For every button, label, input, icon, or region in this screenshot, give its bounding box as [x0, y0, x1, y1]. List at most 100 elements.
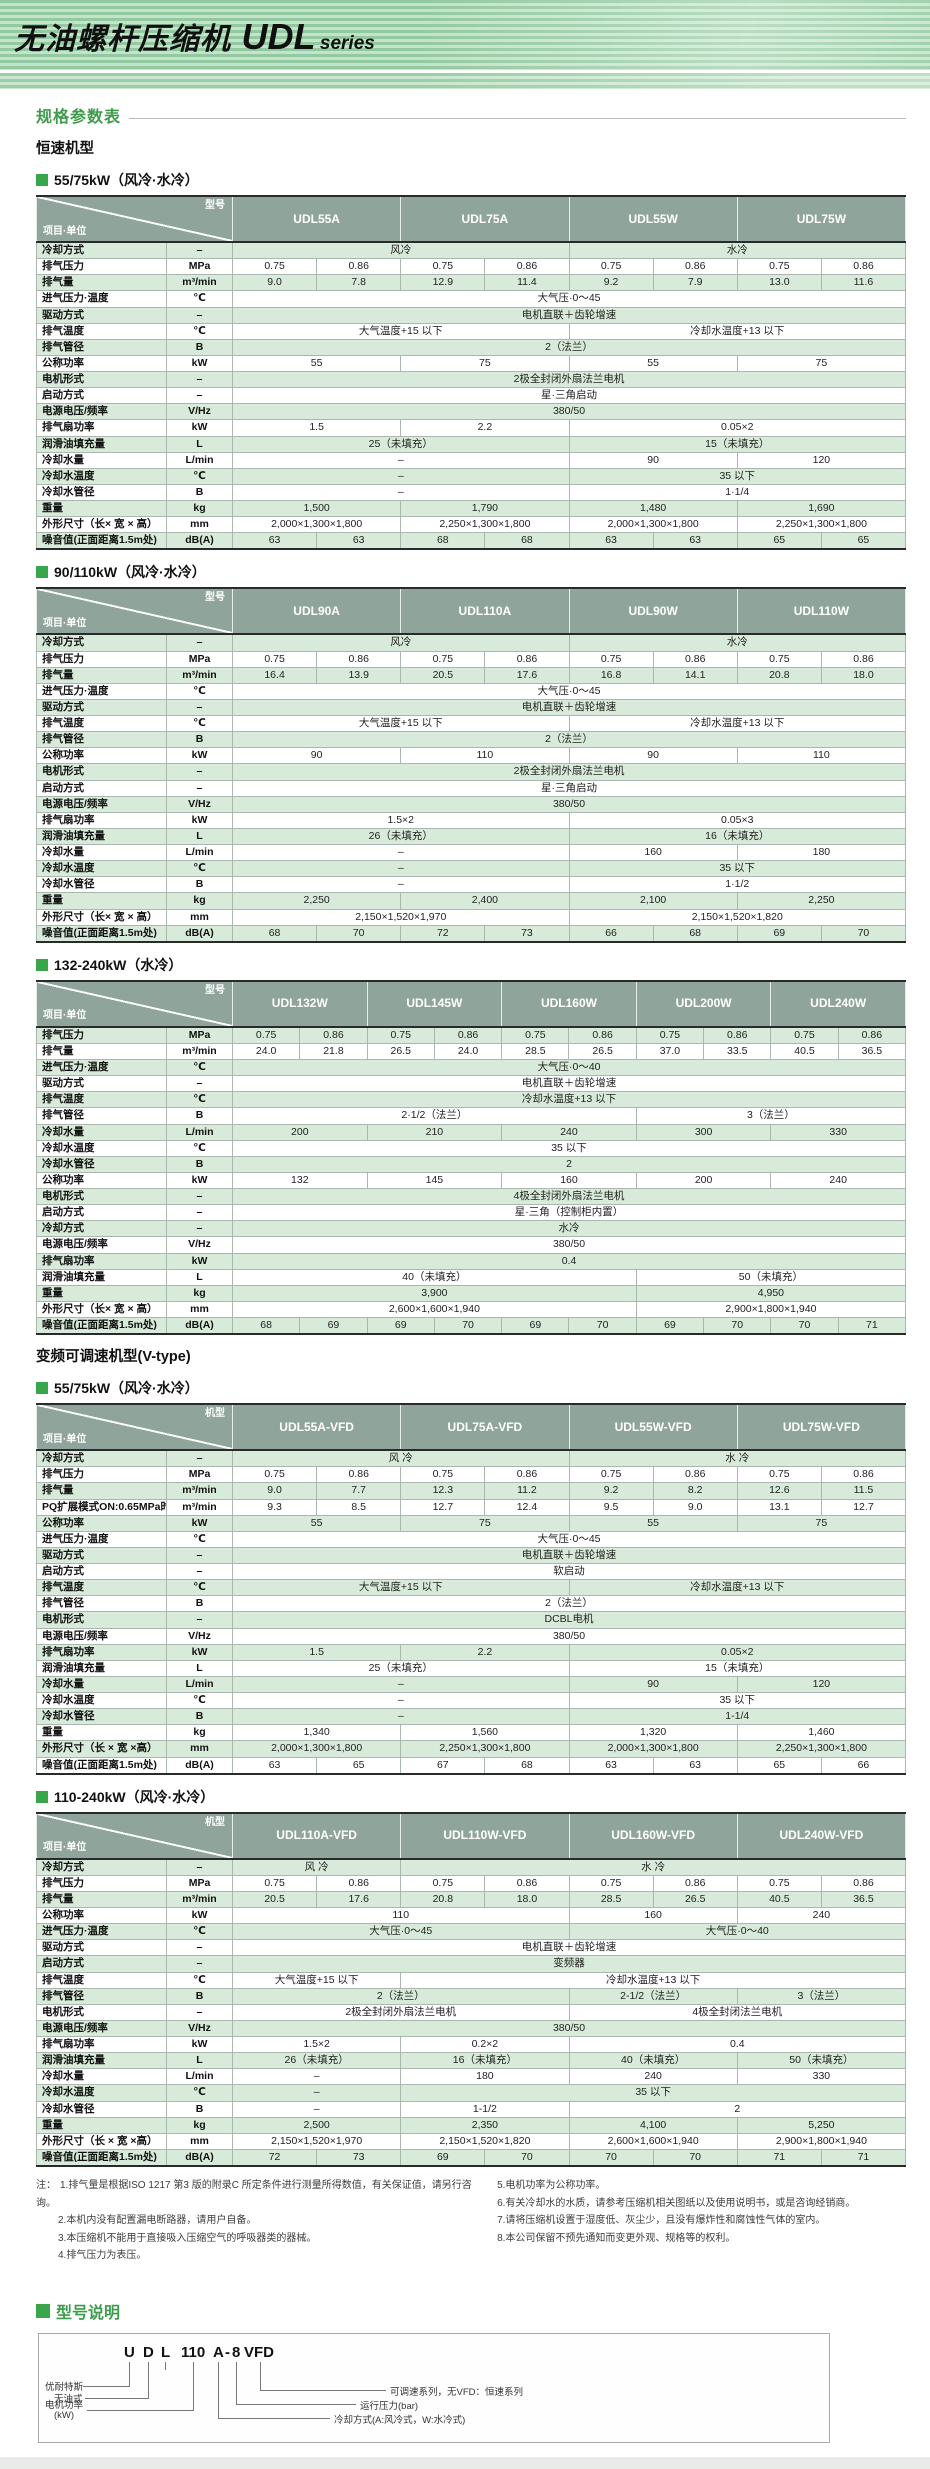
spec-value: 9.2: [568, 1482, 654, 1500]
footnote-line: 7.请将压缩机设置于湿度低、灰尘少，且没有爆炸性和腐蚀性气体的室内。: [497, 2215, 826, 2226]
row-unit: ℃: [166, 2084, 233, 2102]
spec-value: 28.5: [501, 1042, 570, 1061]
heading-rule: [129, 117, 906, 119]
spec-value: 20.8: [736, 666, 822, 684]
spec-value: 电机直联＋齿轮增速: [232, 698, 906, 717]
spec-value: 17.6: [316, 1890, 402, 1909]
spec-value: 70: [568, 1317, 637, 1335]
row-label: 电源电压/频率: [36, 403, 167, 421]
row-unit: B: [166, 1155, 233, 1173]
spec-value: 2,150×1,520×1,970: [232, 908, 570, 926]
spec-row: 公称功率 kW 132 145 160 200 240: [36, 1171, 906, 1190]
spec-value: 0.75: [231, 650, 318, 668]
row-unit: ℃: [166, 860, 233, 878]
spec-value: 9.0: [231, 1482, 318, 1500]
spec-value: 73: [316, 2148, 402, 2167]
row-unit: –: [166, 1611, 233, 1629]
spec-value: 63: [568, 1756, 654, 1775]
row-label: 排气温度: [36, 714, 167, 733]
spec-value: 大气温度+15 以下: [232, 322, 570, 340]
spec-row: 排气量 m³/min 9.0 7.7 12.3 11.2 9.2 8.2 12.6 11.5: [36, 1482, 907, 1500]
spec-value: 大气压·0～45: [232, 1530, 906, 1548]
spec-value: 4极全封闭法兰电机: [568, 2003, 906, 2021]
spec-row: 噪音值(正面距离1.5m处) dB(A) 63 63 68 68 63 63 65 65: [36, 532, 907, 550]
row-unit: –: [166, 1075, 233, 1093]
row-unit: V/Hz: [166, 1627, 233, 1645]
spec-value: 40（未填充）: [568, 2052, 738, 2070]
row-unit: V/Hz: [166, 795, 233, 813]
spec-row: 排气温度 ℃ 大气温度+15 以下 冷却水温度+13 以下: [36, 1971, 906, 1989]
spec-value: 2（法兰）: [232, 338, 906, 356]
spec-value: 软启动: [232, 1562, 906, 1581]
row-label: 冷却水温度: [36, 2084, 167, 2102]
code-letter-u: U: [124, 2343, 135, 2361]
spec-value: 9.3: [231, 1498, 318, 1516]
code-power: 110: [181, 2343, 206, 2361]
row-label: 噪音值(正面距离1.5m处): [36, 1317, 167, 1335]
spec-value: 1,560: [400, 1724, 570, 1742]
spec-row: 排气扇功率 kW 0.4: [36, 1252, 906, 1270]
spec-value: –: [232, 843, 570, 862]
spec-value: 160: [501, 1171, 637, 1190]
row-unit: –: [166, 698, 233, 717]
spec-value: 冷却水温度+13 以下: [568, 714, 906, 733]
spec-value: 14.1: [652, 666, 738, 684]
spec-value: 大气压·0～45: [232, 682, 906, 700]
row-label: 电源电压/频率: [36, 795, 167, 813]
row-unit: –: [166, 1187, 233, 1206]
spec-value: 75: [736, 1514, 907, 1532]
spec-value: 0.75: [736, 1466, 822, 1484]
row-label: 噪音值(正面距离1.5m处): [36, 1756, 167, 1775]
row-unit: –: [166, 387, 233, 405]
row-unit: kW: [166, 1252, 233, 1270]
row-label: 排气温度: [36, 1971, 167, 1989]
spec-value: 70: [316, 924, 402, 943]
footnote-text: 1.排气量是根据ISO 1217 第3 版的附录C 所定条件进行测量所得数值，有…: [36, 2180, 472, 2209]
spec-value: 4,100: [568, 2116, 738, 2134]
spec-value: 4,950: [635, 1284, 907, 1302]
spec-value: 11.5: [820, 1482, 907, 1500]
spec-row: 排气量 m³/min 20.5 17.6 20.8 18.0 28.5 26.5 40.5 36.…: [36, 1890, 907, 1909]
row-label: 排气管径: [36, 338, 167, 356]
spec-value: 2极全封闭外扇法兰电机: [232, 2003, 570, 2021]
spec-value: 0.86: [568, 1026, 637, 1044]
corner-model-label: 型号: [205, 200, 225, 211]
spec-value: 132: [232, 1171, 368, 1190]
model-column-header: UDL55W: [568, 195, 738, 243]
row-label: 润滑油填充量: [36, 827, 167, 846]
spec-row: 冷却水量 L/min –90 120: [36, 451, 907, 469]
row-unit: ℃: [166, 322, 233, 340]
row-label: 公称功率: [36, 1171, 167, 1190]
row-unit: ℃: [166, 1923, 233, 1941]
spec-value: 0.86: [484, 650, 570, 668]
spec-row: 噪音值(正面距离1.5m处) dB(A) 68 69 69 70 69 70 69 70 70 71: [36, 1317, 907, 1335]
row-unit: B: [166, 876, 233, 894]
row-unit: kg: [166, 499, 233, 518]
row-unit: –: [166, 1939, 233, 1957]
section-label: 90/110kW（风冷·水冷）: [54, 564, 206, 581]
spec-value: 70: [820, 924, 907, 943]
spec-value: 大气压·0～40: [568, 1923, 906, 1941]
spec-value: –: [231, 2084, 402, 2102]
section-label: 55/75kW（风冷·水冷）: [54, 172, 199, 188]
spec-row: 排气温度 ℃ 大气温度+15 以下 冷却水温度+13 以下: [36, 714, 906, 733]
spec-value: 160: [568, 843, 738, 862]
spec-value: 40（未填充）: [232, 1268, 637, 1286]
spec-value: 2,000×1,300×1,800: [231, 516, 402, 534]
spec-value: 68: [484, 1756, 570, 1775]
spec-row: 电机形式 –2极全封闭外扇法兰电机: [36, 763, 906, 781]
spec-value: 65: [736, 1756, 822, 1775]
spec-value: 风 冷: [231, 1858, 402, 1876]
model-designation-diagram: U D L 110 A - 8 VFD 优耐特斯 无油式 电机功率 (kW) 可…: [38, 2332, 830, 2443]
table-corner-cell: 型号 项目·单位: [36, 587, 233, 635]
spec-value: 35 以下: [400, 2084, 906, 2102]
row-label: 启动方式: [36, 779, 167, 797]
spec-value: 90: [231, 747, 402, 765]
spec-value: 2极全封闭外扇法兰电机: [232, 370, 906, 389]
diagram-label-cooling: 冷却方式(A:风冷式，W:水冷式): [334, 2414, 466, 2426]
row-label: 重量: [36, 2116, 167, 2134]
spec-value: 2,000×1,300×1,800: [568, 1740, 738, 1758]
row-label: 重量: [36, 1724, 167, 1742]
code-letter-l: L: [161, 2343, 171, 2361]
row-label: 外形尺寸（长× 宽 × 高）: [36, 908, 167, 926]
